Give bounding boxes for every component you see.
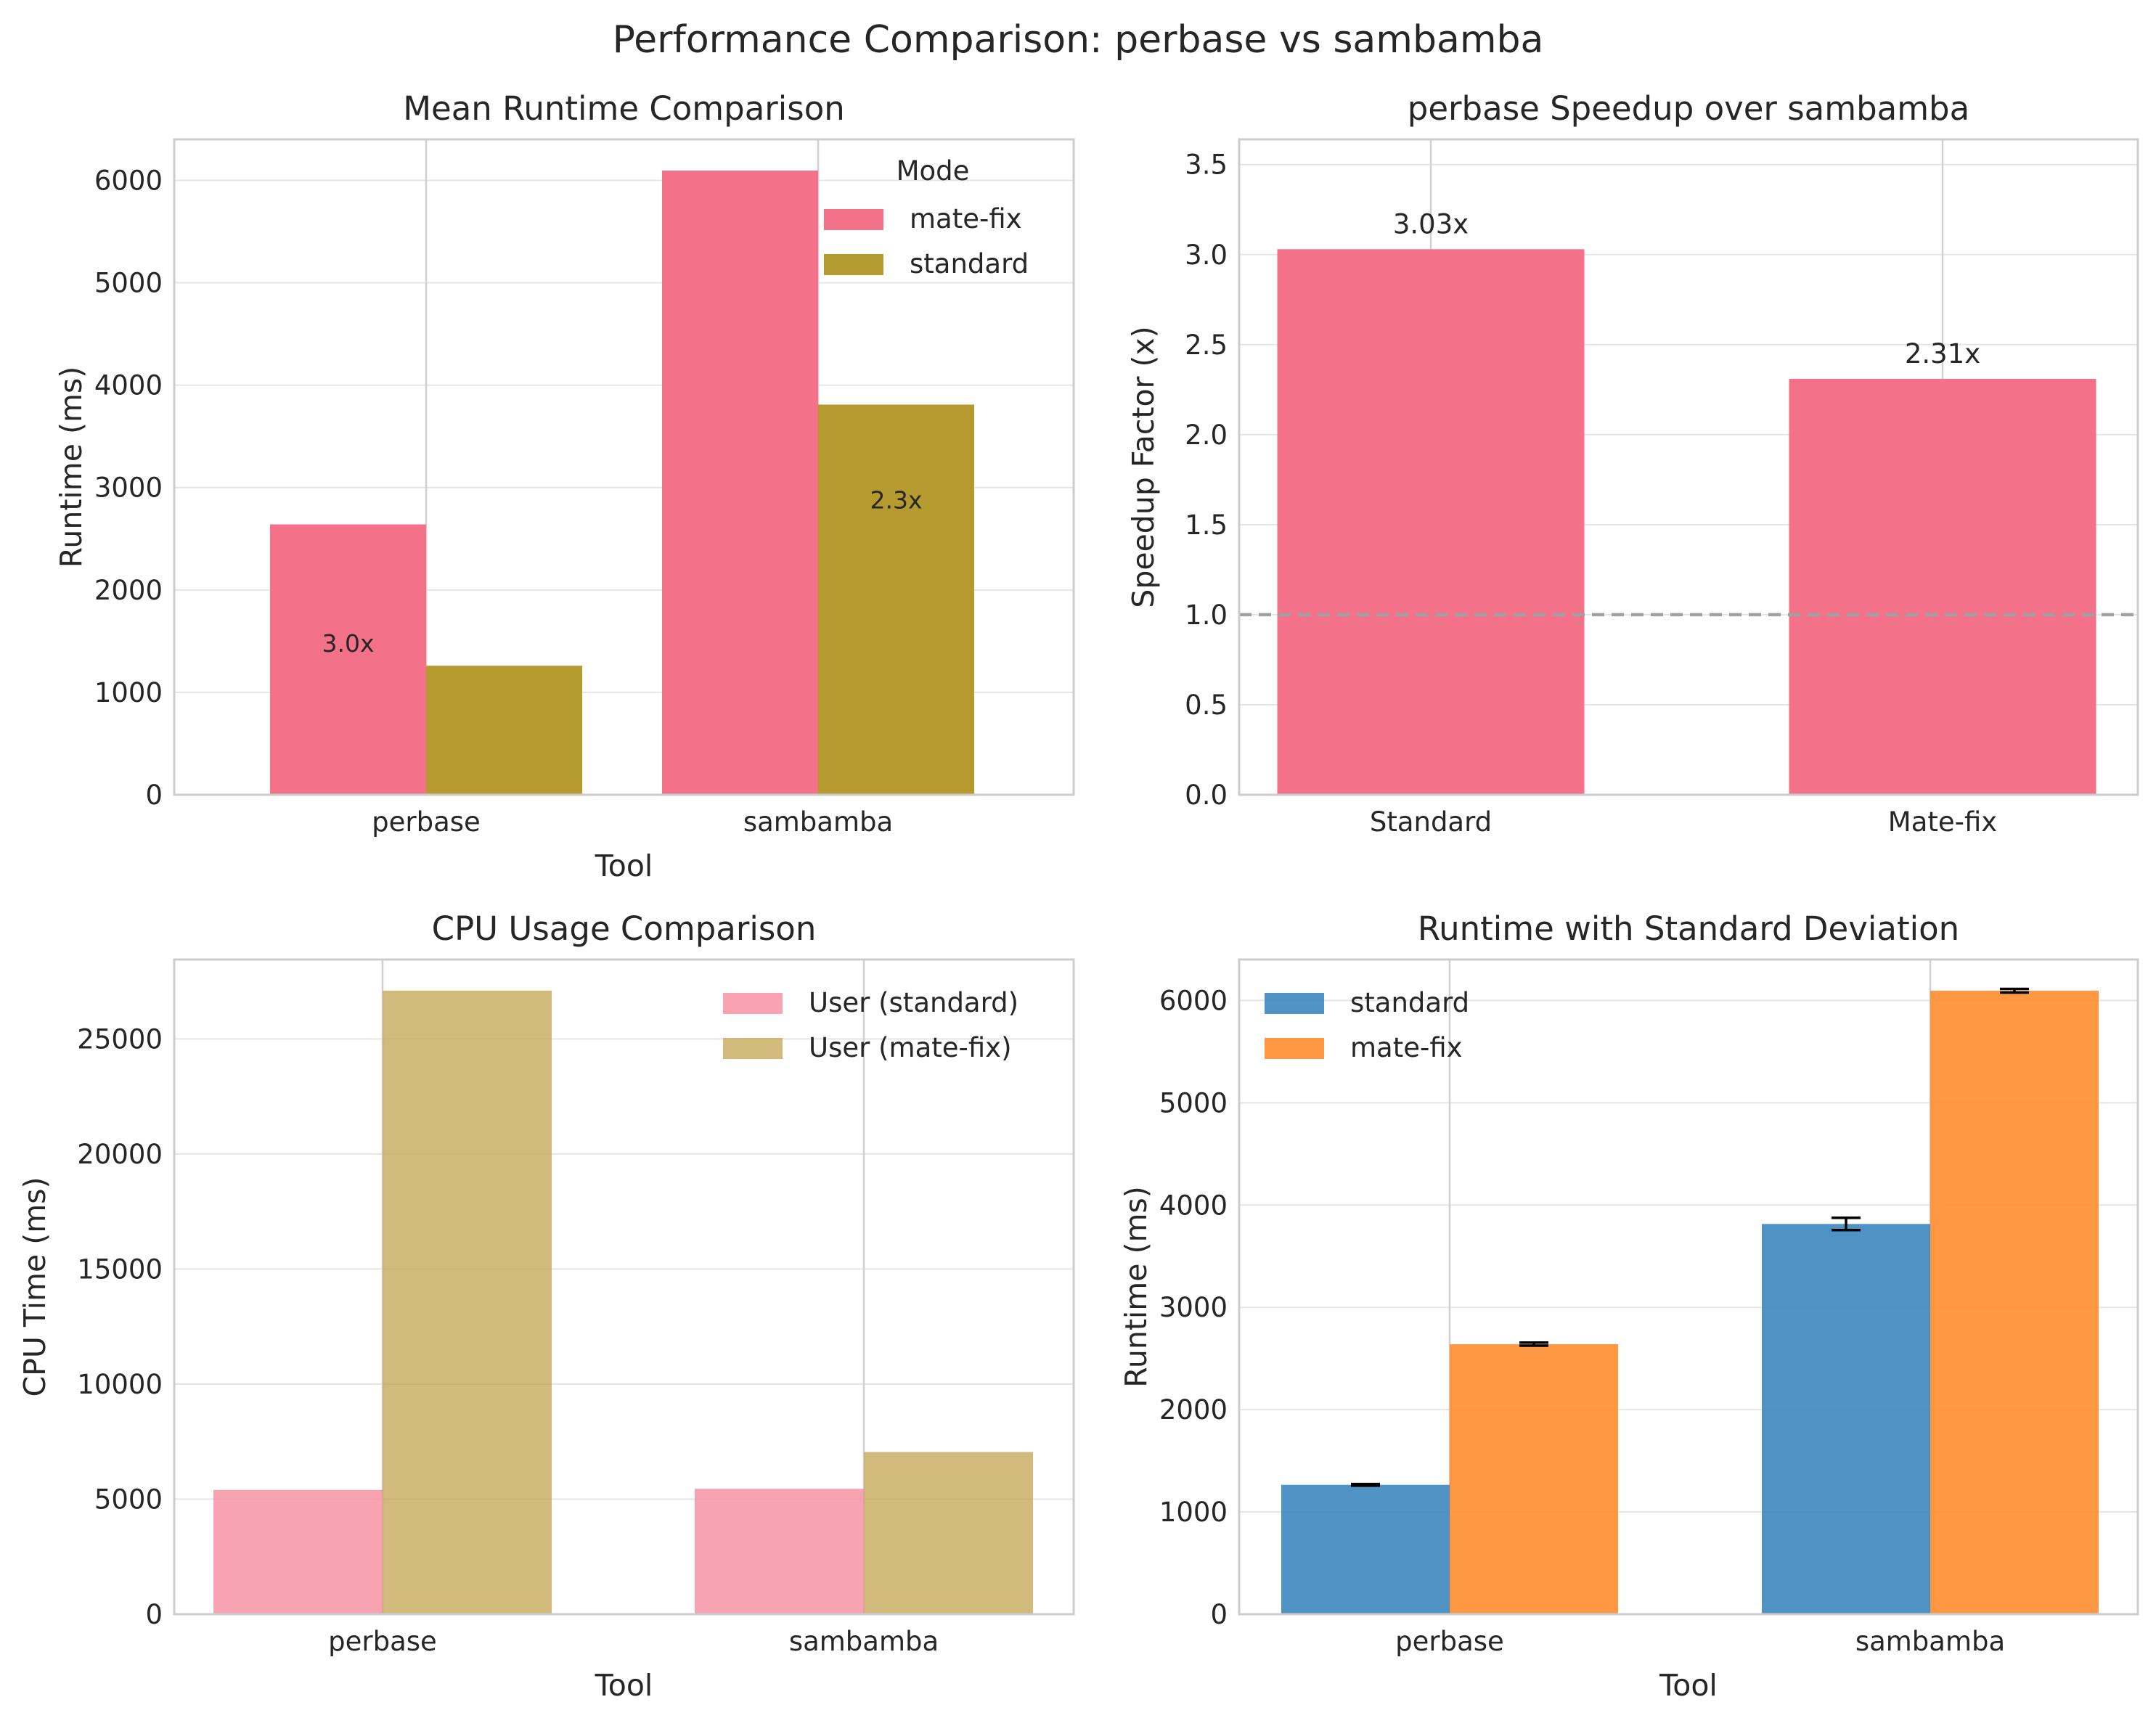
y-tick-label: 15000 — [77, 1253, 163, 1285]
bar-standard-sambamba — [1762, 1224, 1930, 1614]
x-tick-label: Standard — [1370, 806, 1492, 838]
y-tick-label: 3.0 — [1185, 240, 1228, 271]
legend-label: mate-fix — [1350, 1032, 1463, 1063]
y-tick-label: 0.5 — [1185, 690, 1228, 721]
bar-mate-fix-sambamba — [662, 171, 818, 795]
y-tick-label: 5000 — [94, 268, 163, 299]
x-axis-label: Tool — [1659, 1668, 1718, 1703]
y-tick-label: 1000 — [94, 677, 163, 708]
bar-mate-fix-perbase — [270, 524, 426, 795]
y-axis-label: Runtime (ms) — [1119, 1186, 1153, 1388]
y-tick-label: 25000 — [77, 1023, 163, 1055]
bar-standard-perbase — [426, 666, 582, 795]
figure-title: Performance Comparison: perbase vs samba… — [613, 18, 1544, 62]
x-axis-label: Tool — [595, 1668, 653, 1703]
y-axis-label: Speedup Factor (x) — [1126, 326, 1161, 608]
legend-swatch — [824, 254, 883, 275]
y-tick-label: 1.5 — [1185, 510, 1228, 541]
bar-value-label: 3.03x — [1393, 208, 1469, 240]
legend-swatch — [723, 993, 783, 1014]
y-tick-label: 2000 — [1159, 1394, 1228, 1425]
panel-speedup: 0.0 0.5 1.0 1.5 2.0 2.5 3.0 3.5 3.03x 2.31x perbas… — [1126, 89, 2139, 838]
legend-swatch — [723, 1038, 783, 1059]
y-tick-label: 2.0 — [1185, 420, 1228, 451]
x-tick-label: sambamba — [1855, 1626, 2005, 1657]
y-tick-label: 20000 — [77, 1139, 163, 1170]
y-tick-label: 3000 — [94, 473, 163, 504]
y-tick-label: 1000 — [1159, 1497, 1228, 1528]
bar-user-standard--sambamba — [695, 1489, 864, 1614]
y-tick-label: 0.0 — [1185, 780, 1228, 811]
x-tick-label: perbase — [328, 1626, 437, 1657]
panel-runtime-std: 0 1000 2000 3000 4000 5000 6000 standard mate-fi… — [1119, 909, 2139, 1703]
y-tick-label: 3.5 — [1185, 150, 1228, 181]
y-tick-label: 2.5 — [1185, 330, 1228, 361]
x-tick-label: sambamba — [743, 806, 893, 838]
x-tick-label: sambamba — [789, 1626, 939, 1657]
bar-annotation: 3.0x — [322, 629, 374, 658]
x-tick-label: perbase — [1395, 1626, 1504, 1657]
y-tick-label: 2000 — [94, 575, 163, 606]
bar-value-label: 2.31x — [1905, 338, 1980, 369]
y-tick-label: 5000 — [1159, 1087, 1228, 1118]
bar-speedup-standard — [1277, 249, 1585, 795]
panel-title: Mean Runtime Comparison — [403, 89, 845, 128]
x-tick-label: perbase — [372, 806, 481, 838]
bar-speedup-mate-fix — [1789, 378, 2096, 795]
bar-user-mate-fix--perbase — [383, 990, 552, 1614]
legend-label: mate-fix — [910, 203, 1022, 234]
y-tick-label: 0 — [145, 780, 163, 811]
panel-cpu-usage: 0 5000 10000 15000 20000 25000 User (standard)… — [17, 909, 1075, 1703]
legend-title: Mode — [897, 155, 970, 187]
y-tick-label: 3000 — [1159, 1292, 1228, 1323]
legend-label: User (mate-fix) — [809, 1032, 1012, 1063]
bar-user-standard--perbase — [213, 1489, 383, 1614]
y-tick-label: 4000 — [1159, 1190, 1228, 1221]
legend-label: standard — [910, 248, 1029, 279]
bar-standard-sambamba — [818, 404, 974, 795]
bar-user-mate-fix--sambamba — [864, 1452, 1033, 1614]
axes-frame — [1238, 958, 2139, 1616]
x-axis-label: Tool — [595, 848, 653, 883]
y-axis-label: Runtime (ms) — [54, 367, 89, 568]
legend-label: User (standard) — [809, 987, 1018, 1018]
y-tick-label: 1.0 — [1185, 600, 1228, 631]
legend-swatch — [824, 209, 883, 230]
legend-swatch — [1265, 1038, 1324, 1059]
y-tick-label: 0 — [145, 1599, 163, 1630]
bar-standard-perbase — [1281, 1484, 1450, 1614]
axes-frame — [173, 958, 1075, 1616]
y-axis-label: CPU Time (ms) — [17, 1177, 52, 1396]
y-tick-label: 0 — [1210, 1599, 1228, 1630]
x-tick-label: Mate-fix — [1888, 806, 1997, 838]
panel-title: CPU Usage Comparison — [432, 909, 817, 948]
y-tick-label: 4000 — [94, 370, 163, 401]
y-tick-label: 6000 — [94, 165, 163, 196]
panel-title: perbase Speedup over sambamba — [1408, 89, 1969, 128]
axes-frame — [1238, 138, 2139, 796]
panel-mean-runtime: 0 1000 2000 3000 4000 5000 6000 3.0x 2.3x Mode mat… — [54, 89, 1075, 883]
bar-mate-fix-sambamba — [1930, 990, 2099, 1614]
y-tick-label: 6000 — [1159, 985, 1228, 1016]
panel-title: Runtime with Standard Deviation — [1418, 909, 1959, 948]
y-tick-label: 5000 — [94, 1484, 163, 1515]
bar-mate-fix-perbase — [1450, 1343, 1618, 1614]
legend-label: standard — [1350, 987, 1469, 1018]
legend-swatch — [1265, 993, 1324, 1014]
y-tick-label: 10000 — [77, 1369, 163, 1400]
bar-annotation: 2.3x — [870, 486, 922, 515]
axes-frame — [173, 138, 1075, 796]
